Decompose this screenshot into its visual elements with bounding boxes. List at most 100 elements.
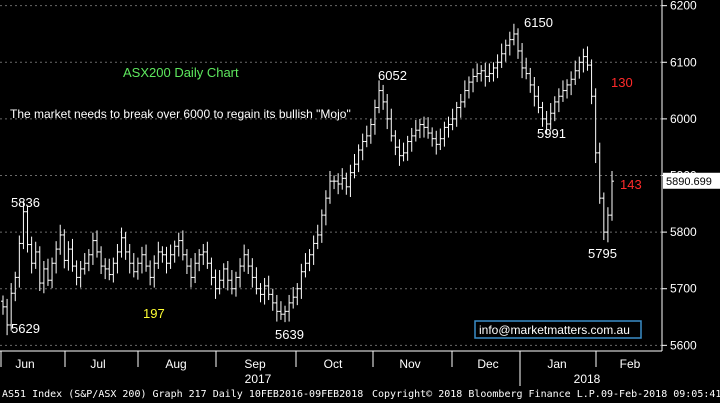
ohlc-bar bbox=[176, 232, 181, 257]
ohlc-bar bbox=[495, 54, 500, 79]
ohlc-bar bbox=[471, 68, 476, 93]
ohlc-bar bbox=[483, 62, 488, 87]
ohlc-bar bbox=[577, 56, 582, 79]
ohlc-bar bbox=[148, 260, 153, 286]
ohlc-bar bbox=[168, 244, 173, 269]
ohlc-bar bbox=[33, 241, 38, 269]
ohlc-bar bbox=[299, 263, 304, 299]
ohlc-bar bbox=[528, 67, 533, 93]
ohlc-bar bbox=[144, 244, 149, 272]
ohlc-bar bbox=[307, 249, 312, 272]
ohlc-bar bbox=[262, 277, 267, 305]
ohlc-bar bbox=[217, 270, 222, 295]
ohlc-bar bbox=[209, 257, 214, 286]
ohlc-bar bbox=[524, 57, 529, 80]
ohlc-bar bbox=[119, 227, 124, 258]
x-axis: Jun Jul Aug Sep Oct Nov Dec Jan Feb 2017 2018 bbox=[0, 350, 662, 386]
ohlc-bar bbox=[291, 287, 296, 309]
ohlc-bar bbox=[21, 201, 26, 250]
x-tick-label-3: Sep bbox=[244, 357, 266, 371]
ohlc-bar bbox=[86, 249, 91, 272]
ohlc-bar bbox=[581, 48, 586, 73]
ohlc-bar bbox=[278, 301, 283, 320]
ohlc-bar bbox=[13, 271, 18, 302]
x-tick-label-8: Feb bbox=[620, 357, 641, 371]
ohlc-bar bbox=[115, 244, 120, 274]
footer-copyright: Copyright© 2018 Bloomberg Finance L.P. bbox=[372, 389, 601, 400]
footer-left: AS51 Index (S&P/ASX 200) Graph 217 Daily… bbox=[2, 389, 364, 400]
ohlc-bar bbox=[520, 43, 525, 79]
ohlc-bar bbox=[270, 288, 275, 311]
ohlc-bar bbox=[344, 172, 349, 195]
ohlc-bar bbox=[446, 116, 451, 138]
ohlc-bar bbox=[438, 128, 443, 151]
ohlc-bar bbox=[397, 139, 402, 166]
x-tick-label-4: Oct bbox=[324, 357, 343, 371]
ohlc-bar bbox=[327, 170, 332, 204]
ohlc-bar bbox=[315, 224, 320, 250]
ohlc-bar bbox=[336, 173, 341, 195]
ohlc-bar bbox=[229, 270, 234, 295]
ohlc-bar bbox=[254, 267, 259, 295]
y-tick-label-5: 6100 bbox=[670, 55, 697, 69]
ohlc-bar bbox=[41, 260, 46, 294]
ohlc-bar bbox=[377, 80, 382, 114]
ohlc-bar bbox=[458, 93, 463, 118]
ohlc-bar bbox=[152, 255, 157, 288]
ohlc-series bbox=[1, 23, 614, 336]
y-tick-label-6: 6200 bbox=[670, 0, 697, 13]
ohlc-bar bbox=[156, 241, 161, 269]
ohlc-bar bbox=[5, 298, 10, 336]
ohlc-bar bbox=[503, 39, 508, 62]
level-5795: 5795 bbox=[588, 246, 617, 261]
ohlc-bar bbox=[597, 142, 602, 204]
footer-bar: AS51 Index (S&P/ASX 200) Graph 217 Daily… bbox=[0, 386, 720, 403]
x-tick-label-0: Jun bbox=[15, 357, 34, 371]
ohlc-bar bbox=[360, 133, 365, 161]
ohlc-bar bbox=[442, 121, 447, 147]
ohlc-bar bbox=[356, 144, 361, 173]
level-197: 197 bbox=[143, 306, 165, 321]
ohlc-bar bbox=[323, 190, 328, 226]
level-5991: 5991 bbox=[537, 126, 566, 141]
contact-box bbox=[474, 320, 642, 339]
x-tick-label-7: Jan bbox=[547, 357, 566, 371]
ohlc-bar bbox=[184, 249, 189, 275]
y-tick-label-1: 5700 bbox=[670, 282, 697, 296]
y-tick-label-0: 5600 bbox=[670, 338, 697, 352]
ohlc-bar bbox=[160, 246, 165, 263]
ohlc-bar bbox=[127, 244, 132, 274]
ohlc-bar bbox=[585, 46, 590, 71]
ohlc-bar bbox=[536, 86, 541, 114]
ohlc-bar bbox=[381, 84, 386, 110]
ohlc-bar bbox=[172, 240, 177, 263]
level-143: 143 bbox=[620, 177, 642, 192]
ohlc-bar bbox=[560, 80, 565, 102]
ohlc-bar bbox=[479, 65, 484, 82]
ohlc-bar bbox=[189, 258, 194, 288]
ohlc-bar bbox=[319, 209, 324, 243]
ohlc-bar bbox=[201, 244, 206, 265]
ohlc-bar bbox=[389, 108, 394, 142]
ohlc-bar bbox=[401, 142, 406, 162]
ohlc-bar bbox=[258, 283, 263, 303]
ohlc-bar bbox=[246, 249, 251, 275]
ohlc-bar bbox=[221, 263, 226, 289]
ohlc-bar bbox=[205, 241, 210, 269]
ohlc-bar bbox=[197, 249, 202, 272]
annotations: ASX200 Daily Chart The market needs to br… bbox=[10, 15, 642, 342]
ohlc-bar bbox=[29, 236, 34, 274]
ohlc-bar bbox=[454, 101, 459, 127]
ohlc-bar bbox=[62, 229, 67, 269]
ohlc-bar bbox=[556, 88, 561, 113]
ohlc-bar bbox=[605, 207, 610, 243]
ohlc-bar bbox=[135, 257, 140, 280]
ohlc-bar bbox=[54, 241, 59, 274]
ohlc-bar bbox=[95, 230, 100, 258]
ohlc-bar bbox=[82, 253, 87, 275]
ohlc-bar bbox=[593, 88, 598, 164]
ohlc-bar bbox=[393, 130, 398, 156]
level-130: 130 bbox=[611, 75, 633, 90]
ohlc-bar bbox=[193, 253, 198, 284]
ohlc-bar bbox=[90, 232, 95, 265]
